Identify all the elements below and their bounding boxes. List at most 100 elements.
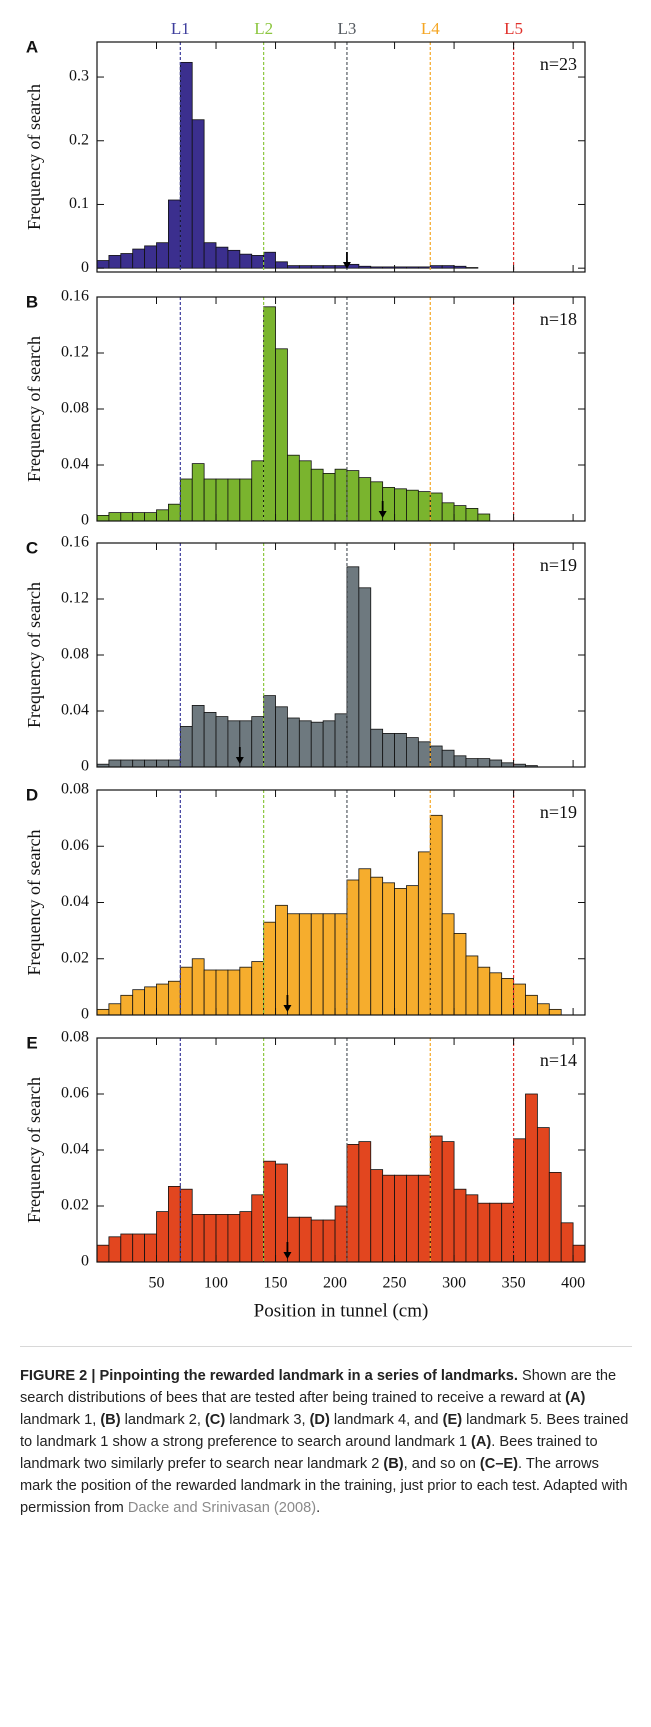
bar (394, 488, 407, 522)
bar (536, 1003, 550, 1016)
bar (263, 921, 276, 1016)
figure: L1 L2 L3 L4 L5 0 0.1 0.2 0.3 An=23 Frequency of se… (24, 19, 586, 1321)
reward-arrow (283, 995, 292, 1012)
y-tick-label: 0.04 (61, 893, 89, 910)
bar (346, 470, 360, 522)
bar (263, 1160, 276, 1263)
caption-text: (E) (442, 1412, 463, 1428)
sample-size: n=19 (540, 555, 577, 575)
caption-text: (C) (204, 1412, 226, 1428)
bar (156, 509, 169, 522)
bar (132, 759, 146, 768)
bar (156, 242, 169, 269)
bar (453, 755, 467, 768)
bar (215, 716, 229, 768)
sample-size: n=23 (540, 54, 577, 74)
bar (477, 513, 491, 522)
y-axis-label: Frequency of search (24, 830, 44, 976)
bar (453, 265, 467, 269)
bar (239, 253, 253, 269)
bar (560, 1222, 574, 1263)
bar (358, 477, 372, 522)
bar (441, 1141, 455, 1263)
landmark-label: L4 (421, 19, 440, 38)
bar (406, 266, 419, 269)
arrow-head (283, 1252, 292, 1259)
bar (203, 478, 217, 522)
reward-arrow (235, 747, 244, 764)
y-tick-label: 0.2 (69, 131, 89, 148)
bar (453, 933, 467, 1016)
citation-link[interactable]: Dacke and Srinivasan (2008) (127, 1500, 317, 1516)
y-tick-label: 0.02 (61, 949, 89, 966)
bar (417, 851, 431, 1016)
bar (382, 733, 395, 768)
bar (358, 265, 372, 269)
bar (203, 1214, 217, 1263)
bar (108, 512, 122, 522)
caption-text: landmark 1, (20, 1412, 101, 1428)
y-tick-label: 0 (81, 1253, 89, 1270)
x-axis-label: Position in tunnel (cm) (254, 1300, 429, 1321)
bar (310, 265, 324, 269)
panel-label: E (26, 1033, 37, 1052)
caption-text: (A) (565, 1390, 586, 1406)
sample-size: n=14 (540, 1050, 577, 1070)
caption-text: Shown are the search distributions of be… (20, 1368, 617, 1406)
bar (298, 460, 312, 522)
bar (417, 741, 431, 768)
caption: FIGURE 2 | Pinpointing the rewarded land… (20, 1346, 632, 1519)
bar (179, 478, 193, 522)
bar (263, 251, 276, 269)
sample-size: n=18 (540, 309, 577, 329)
bar (525, 1093, 538, 1263)
bar (96, 515, 110, 522)
bar (417, 266, 431, 269)
y-tick-label: 0 (81, 758, 89, 775)
bar (334, 265, 348, 269)
y-tick-label: 0.04 (61, 456, 89, 473)
bar (144, 759, 157, 768)
bar (144, 245, 157, 269)
bar (501, 1202, 514, 1263)
bar (441, 749, 455, 768)
bar (239, 478, 253, 522)
bar (144, 986, 157, 1016)
bar (334, 468, 348, 522)
bar (346, 879, 360, 1016)
bar (310, 721, 324, 768)
bar (298, 913, 312, 1016)
bar (275, 904, 288, 1016)
bar (203, 242, 217, 269)
bar (251, 716, 265, 768)
caption-text: (B) (383, 1456, 404, 1472)
y-tick-label: 0.16 (61, 534, 89, 551)
bar (275, 706, 288, 768)
y-tick-label: 0.06 (61, 1085, 89, 1102)
arrow-head (283, 1005, 292, 1012)
bar (489, 759, 503, 768)
bar (275, 1163, 288, 1263)
bar (358, 868, 372, 1016)
bar (120, 1233, 134, 1263)
arrow-head (378, 511, 387, 518)
bar (417, 1174, 431, 1263)
bar (251, 255, 265, 269)
bar (108, 759, 122, 768)
bar (298, 265, 312, 269)
bar (120, 512, 134, 522)
caption-text: , and so on (403, 1456, 480, 1472)
bar (132, 1233, 146, 1263)
bar (334, 913, 348, 1016)
caption-text: . The arrows mark the position of the re… (20, 1456, 628, 1516)
bar (263, 306, 276, 522)
bar (179, 61, 193, 269)
bar (322, 472, 336, 522)
bar (310, 913, 324, 1016)
bar (394, 1174, 407, 1263)
caption-text: . Bees trained to landmark two similarly… (20, 1434, 598, 1472)
bar (132, 248, 146, 269)
bar (382, 486, 395, 522)
bar (429, 1135, 443, 1263)
